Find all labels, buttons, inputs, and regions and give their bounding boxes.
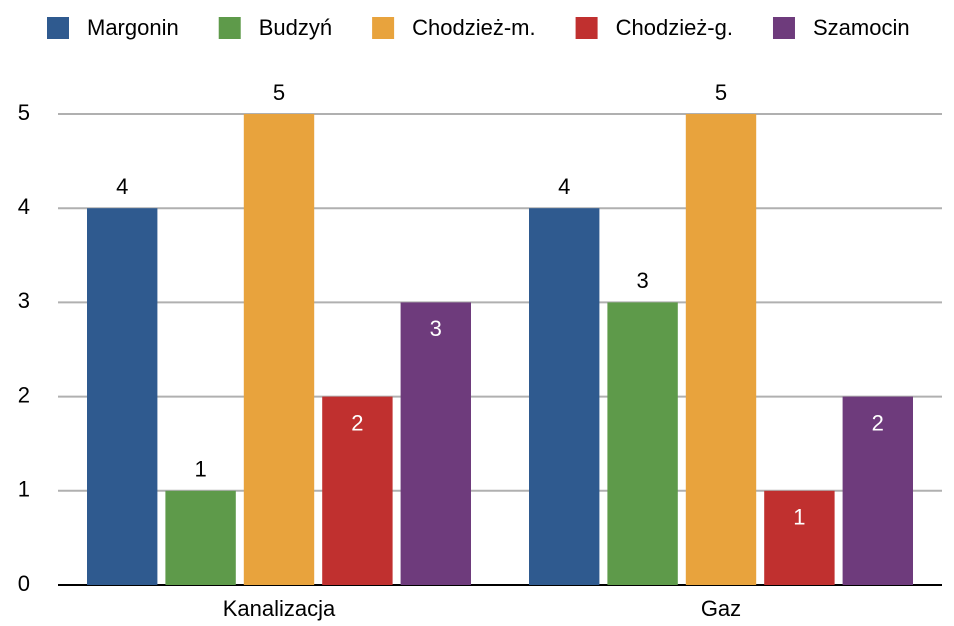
legend-swatch bbox=[772, 17, 795, 39]
y-tick-label: 3 bbox=[18, 288, 30, 313]
y-tick-label: 1 bbox=[18, 477, 30, 502]
legend-swatch bbox=[575, 17, 598, 39]
bar bbox=[165, 490, 236, 585]
bar bbox=[87, 208, 158, 585]
legend-swatch bbox=[47, 17, 69, 39]
bar bbox=[764, 490, 835, 585]
data-label: 5 bbox=[273, 80, 285, 105]
bar bbox=[842, 396, 913, 585]
legend-swatch bbox=[372, 17, 395, 39]
y-tick-label: 5 bbox=[18, 100, 30, 125]
data-label: 2 bbox=[351, 410, 363, 435]
bar bbox=[529, 208, 600, 585]
y-tick-label: 0 bbox=[18, 571, 30, 596]
bar bbox=[243, 114, 315, 585]
legend-label: Chodzież-g. bbox=[616, 15, 733, 40]
bar bbox=[607, 302, 678, 585]
data-label: 1 bbox=[793, 505, 805, 530]
data-label: 4 bbox=[116, 174, 128, 199]
bar bbox=[322, 396, 393, 585]
data-label: 1 bbox=[194, 457, 206, 482]
legend-label: Szamocin bbox=[813, 15, 910, 40]
y-tick-label: 4 bbox=[18, 194, 30, 219]
x-tick-label: Gaz bbox=[701, 596, 741, 621]
bar bbox=[685, 114, 757, 585]
data-label: 4 bbox=[558, 174, 570, 199]
data-label: 5 bbox=[715, 80, 727, 105]
data-label: 2 bbox=[872, 410, 884, 435]
data-label: 3 bbox=[430, 316, 442, 341]
bar bbox=[400, 302, 471, 585]
y-tick-label: 2 bbox=[18, 382, 30, 407]
legend-label: Margonin bbox=[87, 15, 179, 40]
legend-label: Chodzież-m. bbox=[412, 15, 535, 40]
data-label: 3 bbox=[636, 268, 648, 293]
x-tick-label: Kanalizacja bbox=[223, 596, 336, 621]
legend-label: Budzyń bbox=[259, 15, 332, 40]
legend-swatch bbox=[218, 17, 241, 39]
